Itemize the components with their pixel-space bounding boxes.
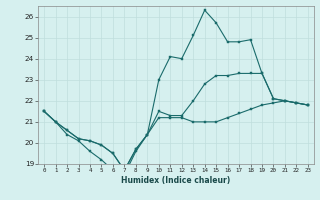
X-axis label: Humidex (Indice chaleur): Humidex (Indice chaleur): [121, 176, 231, 185]
